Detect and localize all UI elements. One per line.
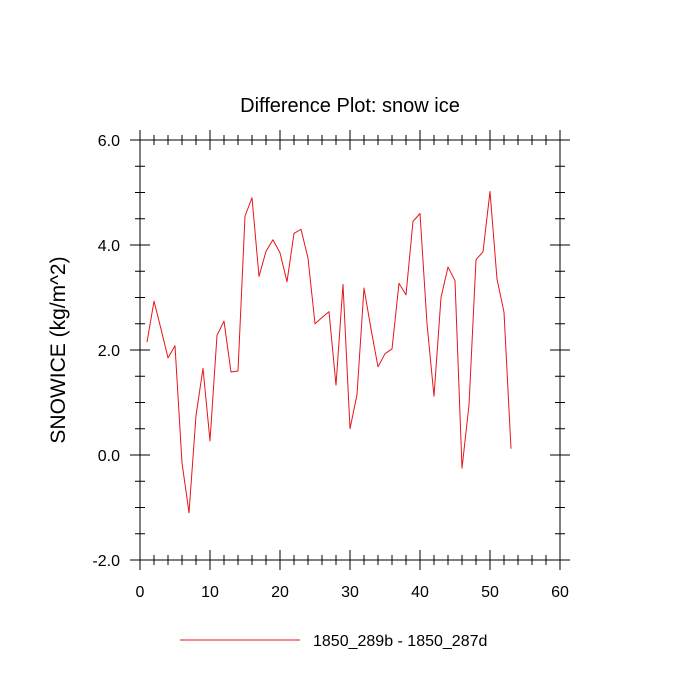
data-point <box>328 310 330 312</box>
x-tick-label: 60 <box>551 584 569 601</box>
data-point <box>195 414 197 416</box>
data-point <box>503 311 505 313</box>
minor-ticks <box>135 135 565 565</box>
data-point <box>356 393 358 395</box>
data-point <box>510 448 512 450</box>
data-point <box>363 287 365 289</box>
data-point <box>496 278 498 280</box>
x-tick-label: 40 <box>411 584 429 601</box>
y-axis-label: SNOWICE (kg/m^2) <box>47 256 70 443</box>
data-point <box>321 316 323 318</box>
y-tick-label: 6.0 <box>98 133 120 150</box>
data-point <box>489 190 491 192</box>
x-tick-label: 10 <box>201 584 219 601</box>
data-point <box>461 467 463 469</box>
data-point <box>293 232 295 234</box>
data-point <box>433 395 435 397</box>
plot-frame <box>139 139 561 561</box>
data-point <box>440 296 442 298</box>
data-point <box>216 334 218 336</box>
data-point <box>426 323 428 325</box>
data-point <box>223 320 225 322</box>
x-tick-label: 30 <box>341 584 359 601</box>
x-tick-label: 20 <box>271 584 289 601</box>
data-point <box>230 371 232 373</box>
data-point <box>370 328 372 330</box>
x-tick-label: 0 <box>136 584 145 601</box>
data-point <box>377 366 379 368</box>
data-point <box>153 300 155 302</box>
data-point <box>251 197 253 199</box>
data-point <box>405 294 407 296</box>
data-point <box>279 252 281 254</box>
data-point <box>160 328 162 330</box>
data-point <box>482 251 484 253</box>
data-point <box>286 281 288 283</box>
data-point <box>272 239 274 241</box>
data-point <box>454 280 456 282</box>
data-point <box>349 428 351 430</box>
y-tick-label: 4.0 <box>98 238 120 255</box>
data-point <box>384 352 386 354</box>
data-point <box>258 275 260 277</box>
y-tick-label: -2.0 <box>92 553 120 570</box>
data-point <box>398 282 400 284</box>
data-point <box>300 228 302 230</box>
y-tick-label: 2.0 <box>98 343 120 360</box>
data-point <box>265 250 267 252</box>
data-point <box>342 283 344 285</box>
data-point <box>314 323 316 325</box>
data-point <box>174 345 176 347</box>
data-point <box>307 257 309 259</box>
legend: 1850_289b - 1850_287d <box>180 633 487 650</box>
series-line <box>146 190 512 514</box>
data-point <box>244 215 246 217</box>
data-point <box>188 512 190 514</box>
major-ticks <box>130 130 570 570</box>
data-point <box>181 462 183 464</box>
data-point <box>209 440 211 442</box>
data-point <box>412 220 414 222</box>
data-point <box>146 341 148 343</box>
data-point <box>475 259 477 261</box>
y-tick-label: 0.0 <box>98 448 120 465</box>
data-point <box>447 266 449 268</box>
data-point <box>167 357 169 359</box>
data-point <box>391 348 393 350</box>
data-point <box>419 212 421 214</box>
data-point <box>237 370 239 372</box>
data-point <box>202 367 204 369</box>
y-tick-labels: -2.0 0.0 2.0 4.0 6.0 <box>92 133 120 570</box>
data-point <box>335 384 337 386</box>
legend-label: 1850_289b - 1850_287d <box>313 633 487 650</box>
x-tick-label: 50 <box>481 584 499 601</box>
chart-title: Difference Plot: snow ice <box>240 95 460 117</box>
x-tick-labels: 0 10 20 30 40 50 60 <box>136 584 569 601</box>
data-point <box>468 404 470 406</box>
